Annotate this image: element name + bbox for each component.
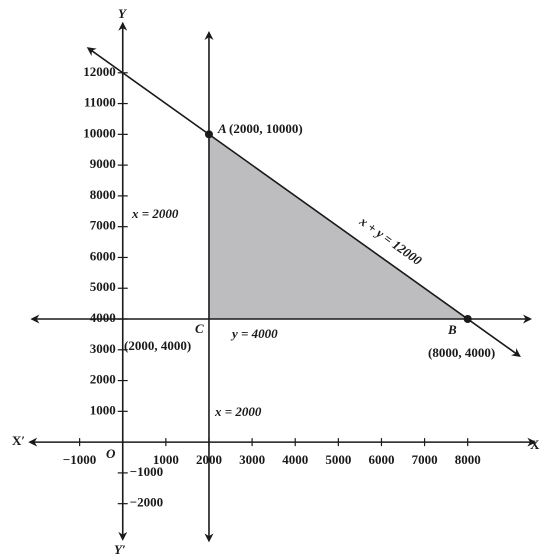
vertex-point: [204, 130, 213, 139]
y-tick-label: 1000: [90, 402, 116, 417]
line-label: x = 2000: [214, 404, 262, 419]
x-tick-label: 1000: [153, 452, 179, 467]
x-tick-label: 3000: [239, 452, 265, 467]
y-tick-label: 8000: [90, 187, 116, 202]
y-tick-label: 5000: [90, 279, 116, 294]
y-tick-label: 4000: [90, 310, 116, 325]
x-tick-label: 6000: [368, 452, 394, 467]
constraint-line: [86, 47, 521, 357]
x-tick-label: 5000: [325, 452, 351, 467]
y-tick-label: 11000: [84, 95, 116, 110]
x-tick-label: 7000: [412, 452, 438, 467]
point-coords: (2000, 4000): [124, 338, 191, 353]
origin-label: O: [106, 446, 116, 461]
x-tick-label: 8000: [455, 452, 481, 467]
point-label: A: [217, 121, 227, 136]
vertex-point: [463, 315, 472, 324]
y-tick-label: −1000: [130, 464, 163, 479]
axis-label: X′: [12, 433, 25, 448]
x-tick-label: 2000: [196, 452, 222, 467]
point-coords: (8000, 4000): [428, 345, 495, 360]
y-tick-label: 7000: [90, 218, 116, 233]
line-label: y = 4000: [230, 326, 278, 341]
y-tick-label: 10000: [83, 125, 116, 140]
axis-label: Y′: [114, 542, 126, 557]
y-tick-label: 6000: [90, 248, 116, 263]
y-tick-label: 3000: [90, 341, 116, 356]
point-label: C: [195, 321, 204, 336]
point-coords: (2000, 10000): [229, 121, 303, 136]
y-tick-label: −2000: [130, 495, 163, 510]
x-tick-label: −1000: [63, 452, 96, 467]
axis-label: X: [530, 437, 540, 452]
line-label: x = 2000: [131, 206, 179, 221]
point-label: B: [447, 322, 457, 337]
y-tick-label: 2000: [90, 372, 116, 387]
x-tick-label: 4000: [282, 452, 308, 467]
y-tick-label: 9000: [90, 156, 116, 171]
axis-label: Y: [118, 6, 127, 21]
y-tick-label: 12000: [83, 64, 116, 79]
